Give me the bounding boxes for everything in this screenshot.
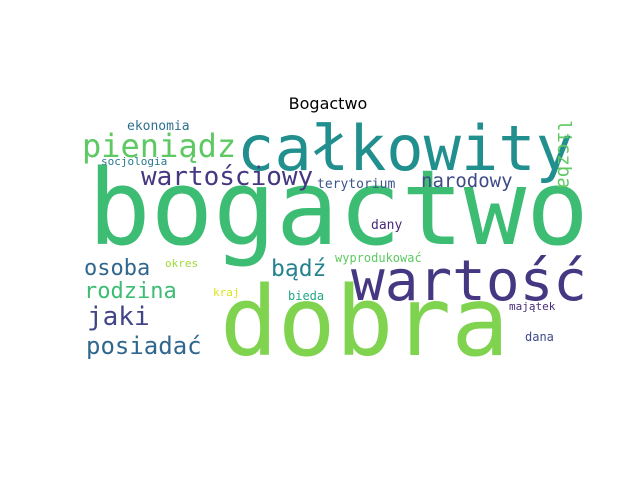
word-okres: okres: [165, 257, 199, 270]
word-cloud: bogactwo dobra całkowity wartość pieniąd…: [82, 112, 589, 371]
word-narodowy: narodowy: [421, 170, 513, 192]
word-bogactwo: bogactwo: [88, 147, 589, 269]
word-terytorium: terytorium: [317, 177, 396, 192]
word-badz: bądź: [271, 256, 327, 282]
word-bieda: bieda: [288, 289, 325, 303]
word-dana: dana: [525, 330, 554, 344]
word-pieniadz: pieniądz: [82, 127, 237, 165]
word-liczba: liczba: [553, 120, 575, 189]
word-osoba: osoba: [84, 256, 151, 281]
word-rodzina: rodzina: [84, 279, 177, 304]
word-majatek: majątek: [509, 300, 556, 313]
word-jaki: jaki: [87, 302, 150, 332]
word-calkowity: całkowity: [237, 112, 573, 185]
word-posiadac: posiadać: [86, 332, 202, 360]
word-dany: dany: [371, 218, 403, 233]
word-wyprodukowac: wyprodukować: [335, 251, 422, 265]
word-dobra: dobra: [220, 266, 509, 378]
chart-title: Bogactwo: [288, 94, 368, 113]
word-socjologia: socjologia: [101, 155, 168, 168]
word-kraj: kraj: [213, 286, 240, 299]
word-wartosciowy: wartościowy: [141, 162, 314, 192]
word-ekonomia: ekonomia: [127, 119, 190, 134]
word-wartosc: wartość: [351, 249, 588, 314]
